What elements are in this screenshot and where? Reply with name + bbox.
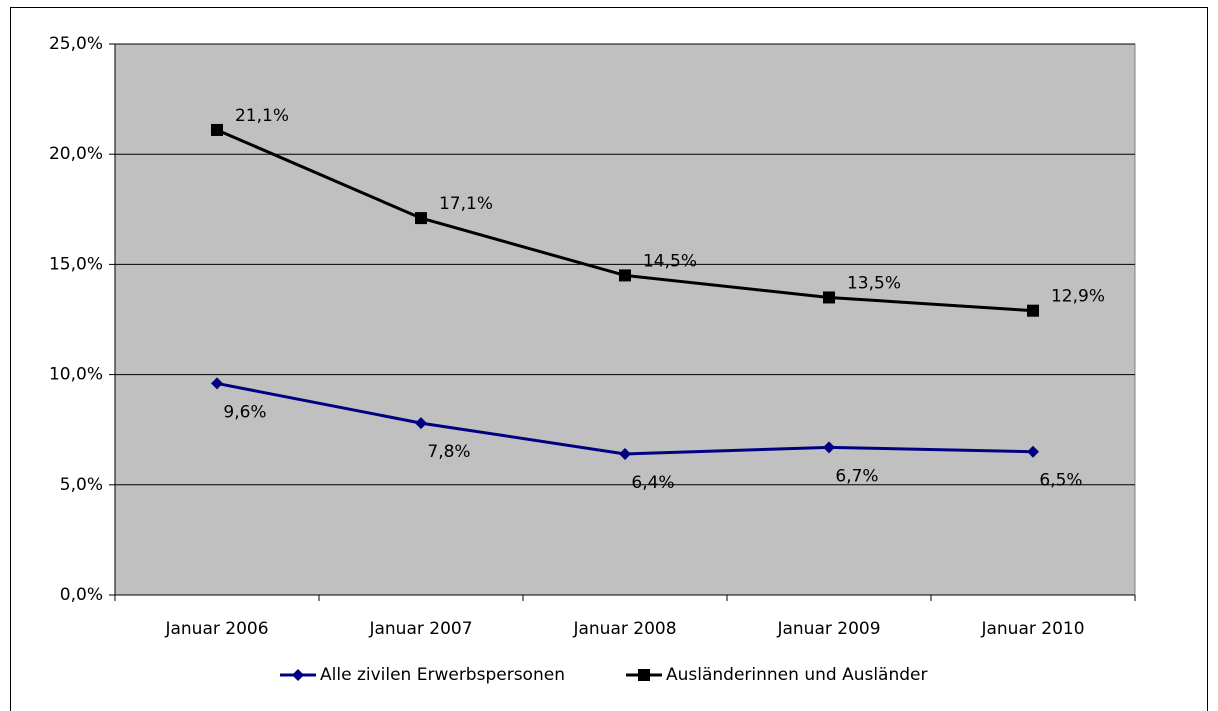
y-tick-label: 20,0% xyxy=(49,144,103,164)
data-point xyxy=(823,441,835,454)
y-tick-label: 25,0% xyxy=(49,34,103,54)
y-tick-label: 15,0% xyxy=(49,254,103,274)
data-point xyxy=(619,447,631,460)
data-point xyxy=(1027,445,1039,458)
x-tick-label: Januar 2008 xyxy=(572,619,676,639)
x-tick-label: Januar 2010 xyxy=(980,619,1084,639)
legend-label: Alle zivilen Erwerbspersonen xyxy=(320,665,565,685)
data-point xyxy=(211,123,223,136)
legend-marker xyxy=(638,669,650,681)
legend-label: Ausländerinnen und Ausländer xyxy=(666,665,927,685)
data-point xyxy=(823,291,835,304)
x-tick-label: Januar 2006 xyxy=(164,619,268,639)
data-label: 6,5% xyxy=(1039,471,1082,491)
y-tick-label: 10,0% xyxy=(49,365,103,385)
y-tick-label: 5,0% xyxy=(60,475,103,495)
data-label: 9,6% xyxy=(223,402,266,422)
data-label: 13,5% xyxy=(847,273,901,293)
data-point xyxy=(415,212,427,225)
plot-area xyxy=(114,43,1136,596)
legend-marker xyxy=(292,669,304,681)
x-tick-label: Januar 2009 xyxy=(776,619,880,639)
x-tick-label: Januar 2007 xyxy=(368,619,472,639)
data-label: 6,4% xyxy=(631,473,674,493)
data-label: 14,5% xyxy=(643,251,697,271)
data-point xyxy=(415,417,427,430)
data-label: 7,8% xyxy=(427,442,470,462)
data-point xyxy=(211,377,223,390)
data-label: 6,7% xyxy=(835,466,878,486)
data-point xyxy=(619,269,631,282)
data-label: 12,9% xyxy=(1051,287,1105,307)
data-label: 21,1% xyxy=(235,106,289,126)
y-tick-label: 0,0% xyxy=(60,585,103,605)
data-point xyxy=(1027,304,1039,317)
data-label: 17,1% xyxy=(439,194,493,214)
